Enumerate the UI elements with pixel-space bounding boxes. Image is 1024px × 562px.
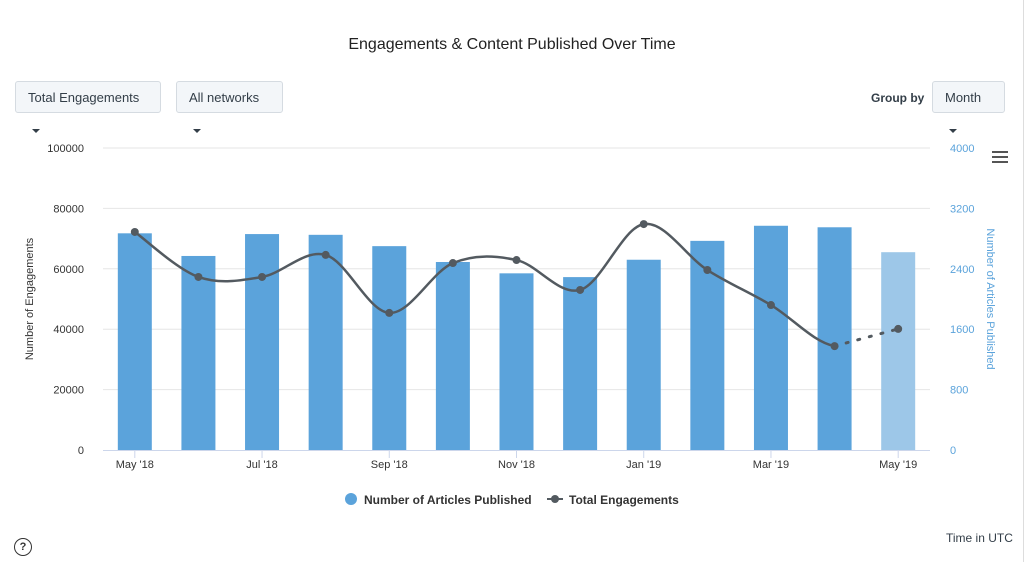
engagement-point — [194, 272, 203, 281]
y-tick-label: 100000 — [47, 143, 84, 155]
caret-down-icon — [193, 128, 201, 133]
engagement-line-projected — [833, 327, 900, 348]
engagement-point — [639, 220, 648, 229]
bar — [881, 252, 916, 450]
bar — [563, 277, 598, 450]
y-tick-label: 80000 — [53, 203, 84, 215]
engagement-point — [321, 250, 330, 259]
legend-bar-marker — [345, 493, 357, 505]
bar — [372, 246, 407, 450]
caret-down-icon — [949, 128, 957, 133]
help-icon[interactable]: ? — [14, 538, 32, 556]
engagement-line — [134, 222, 835, 348]
y2-tick-label: 3200 — [950, 203, 974, 215]
bar — [245, 234, 280, 450]
engagement-point — [703, 266, 712, 275]
bar — [626, 259, 661, 450]
y2-tick-label: 4000 — [950, 143, 974, 155]
y-axis-title: Number of Engagements — [24, 237, 36, 360]
network-label: All networks — [189, 90, 260, 105]
engagement-point — [258, 272, 267, 281]
engagement-point — [576, 285, 585, 294]
network-dropdown[interactable]: All networks — [176, 81, 283, 133]
bar — [308, 234, 343, 450]
engagement-point — [130, 227, 139, 236]
x-tick-label: Sep '18 — [371, 459, 408, 471]
bar — [117, 233, 152, 450]
legend-bar-label: Number of Articles Published — [364, 493, 532, 507]
y-tick-label: 20000 — [53, 385, 84, 397]
metric-dropdown[interactable]: Total Engagements — [15, 81, 161, 133]
bar — [753, 225, 788, 450]
x-tick-label: May '19 — [879, 459, 917, 471]
y2-axis-title: Number of Articles Published — [984, 228, 996, 369]
y2-tick-label: 2400 — [950, 264, 974, 276]
engagement-point — [766, 301, 775, 310]
chart-title: Engagements & Content Published Over Tim… — [348, 36, 676, 53]
y2-tick-label: 800 — [950, 385, 968, 397]
engagement-point — [385, 308, 394, 317]
y2-tick-label: 0 — [950, 445, 956, 457]
x-tick-label: May '18 — [116, 459, 154, 471]
x-tick-label: Mar '19 — [753, 459, 789, 471]
y-tick-label: 40000 — [53, 324, 84, 336]
bar — [435, 262, 470, 450]
legend-line-dot — [551, 495, 559, 503]
y-tick-label: 0 — [78, 445, 84, 457]
caret-down-icon — [32, 128, 40, 133]
y2-tick-label: 1600 — [950, 324, 974, 336]
metric-label: Total Engagements — [28, 90, 140, 105]
time-note: Time in UTC — [946, 531, 1013, 545]
x-tick-label: Jul '18 — [246, 459, 277, 471]
engagement-point — [512, 256, 521, 265]
bar — [181, 255, 216, 450]
group-by-value: Month — [945, 90, 982, 105]
bar — [817, 227, 852, 450]
y-tick-label: 60000 — [53, 264, 84, 276]
engagement-point — [448, 259, 457, 268]
hamburger-menu-icon[interactable] — [992, 151, 1008, 166]
x-tick-label: Jan '19 — [626, 459, 661, 471]
legend-line-label: Total Engagements — [569, 493, 679, 507]
x-tick-label: Nov '18 — [498, 459, 535, 471]
engagement-point — [830, 342, 839, 351]
bar — [499, 273, 534, 450]
group-by-dropdown[interactable]: Month — [932, 81, 1005, 133]
engagement-point — [894, 324, 903, 333]
group-by-label: Group by — [871, 91, 925, 105]
